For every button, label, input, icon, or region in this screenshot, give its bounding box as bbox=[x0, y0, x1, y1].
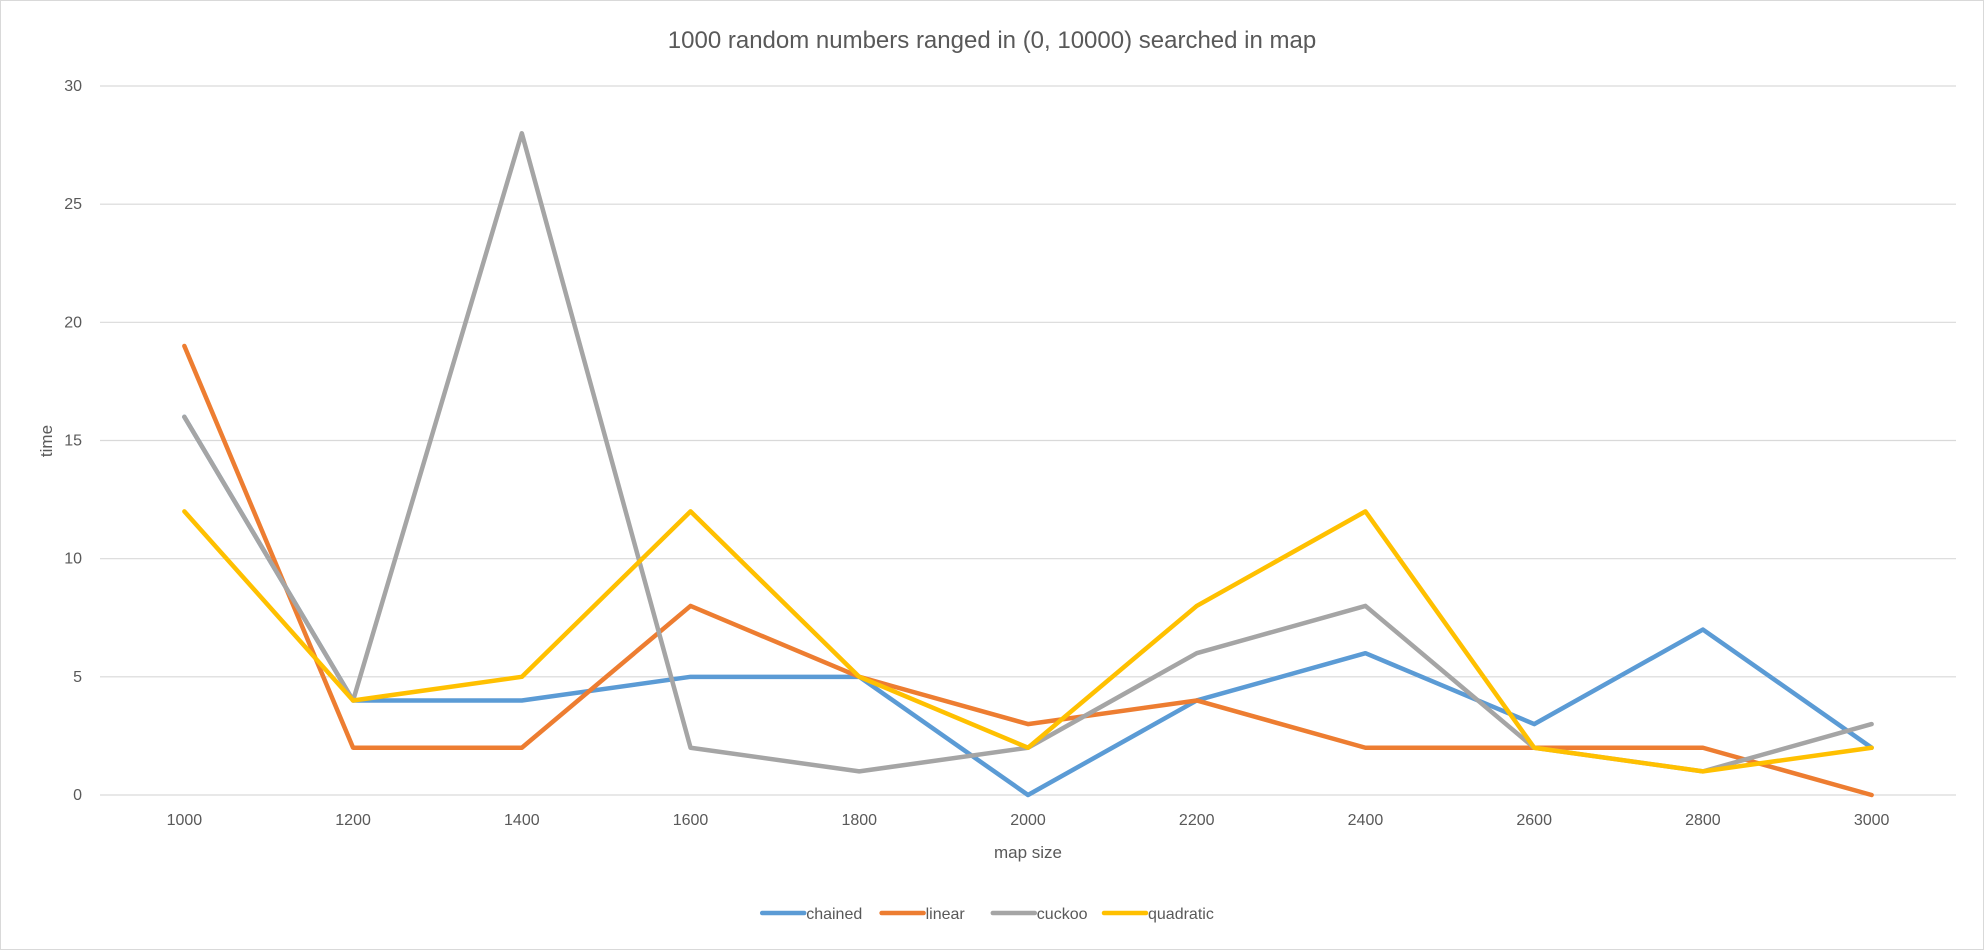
series-line-quadratic bbox=[182, 509, 1874, 774]
legend-item-chained: chained bbox=[759, 906, 862, 923]
series-lines bbox=[182, 131, 1874, 798]
y-tick-label: 5 bbox=[73, 669, 82, 686]
y-tick-label: 15 bbox=[64, 433, 82, 450]
x-tick-label: 1200 bbox=[335, 812, 371, 829]
x-tick-label: 2000 bbox=[1010, 812, 1046, 829]
x-tick-label: 1800 bbox=[841, 812, 877, 829]
y-tick-label: 25 bbox=[64, 196, 82, 213]
y-tick-label: 10 bbox=[64, 551, 82, 568]
legend: chained linear cuckoo quadratic bbox=[759, 906, 1214, 923]
x-tick-label: 2800 bbox=[1685, 812, 1721, 829]
x-tick-label: 2600 bbox=[1516, 812, 1552, 829]
x-axis-ticks: 1000 1200 1400 1600 1800 2000 2200 2400 2600 2800… bbox=[167, 812, 1890, 829]
legend-label-cuckoo: cuckoo bbox=[1037, 906, 1088, 923]
x-tick-label: 1400 bbox=[504, 812, 540, 829]
legend-label-chained: chained bbox=[806, 906, 862, 923]
x-tick-label: 3000 bbox=[1854, 812, 1890, 829]
y-tick-label: 0 bbox=[73, 787, 82, 804]
gridlines bbox=[100, 85, 1956, 796]
y-tick-label: 30 bbox=[64, 78, 82, 95]
y-axis-title: time bbox=[37, 425, 56, 457]
legend-item-quadratic: quadratic bbox=[1101, 906, 1214, 923]
x-axis-title: map size bbox=[994, 843, 1062, 862]
legend-label-quadratic: quadratic bbox=[1148, 906, 1214, 923]
y-axis-ticks: 0 5 10 15 20 25 30 bbox=[64, 78, 82, 804]
series-line-linear bbox=[182, 343, 1874, 798]
y-tick-label: 20 bbox=[64, 314, 82, 331]
x-tick-label: 2200 bbox=[1179, 812, 1215, 829]
x-tick-label: 2400 bbox=[1348, 812, 1384, 829]
legend-item-linear: linear bbox=[879, 906, 966, 923]
x-tick-label: 1600 bbox=[673, 812, 709, 829]
x-tick-label: 1000 bbox=[167, 812, 203, 829]
chart-title: 1000 random numbers ranged in (0, 10000)… bbox=[668, 27, 1316, 54]
legend-item-cuckoo: cuckoo bbox=[990, 906, 1088, 923]
legend-label-linear: linear bbox=[926, 906, 966, 923]
series-line-chained bbox=[182, 414, 1874, 798]
